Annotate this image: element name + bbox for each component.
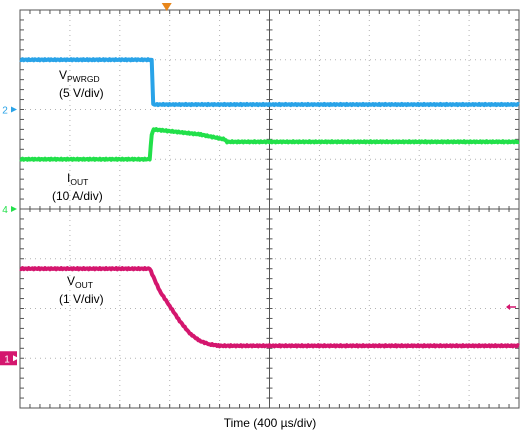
x-axis-label: Time (400 µs/div) — [224, 416, 317, 430]
vout-scale: (1 V/div) — [59, 292, 104, 306]
channel-4-marker-arrow — [11, 206, 17, 212]
iout-scale: (10 A/div) — [52, 189, 103, 203]
iout-trace — [19, 127, 520, 162]
vpwrgd-trace — [19, 57, 520, 108]
graticule — [19, 9, 520, 409]
channel-2-marker-arrow — [11, 106, 17, 113]
traces — [19, 57, 520, 349]
vpwrgd-label: VPWRGD — [59, 68, 100, 84]
vpwrgd-scale: (5 V/div) — [59, 86, 104, 100]
channel-1-marker-label: 1 — [4, 354, 10, 365]
channel-2-marker-label: 2 — [2, 106, 8, 117]
reference-arrow-head-icon — [506, 304, 510, 310]
trigger-marker-icon — [161, 3, 172, 11]
vout-trace — [19, 266, 520, 349]
vout-label: VOUT — [67, 274, 93, 290]
channel-4-marker-label: 4 — [2, 205, 8, 216]
channel-markers: 2 4 1 — [0, 3, 516, 366]
channel-1-marker-arrow — [13, 355, 19, 362]
iout-label: IOUT — [67, 171, 88, 187]
channel-1-marker-box — [0, 351, 17, 366]
